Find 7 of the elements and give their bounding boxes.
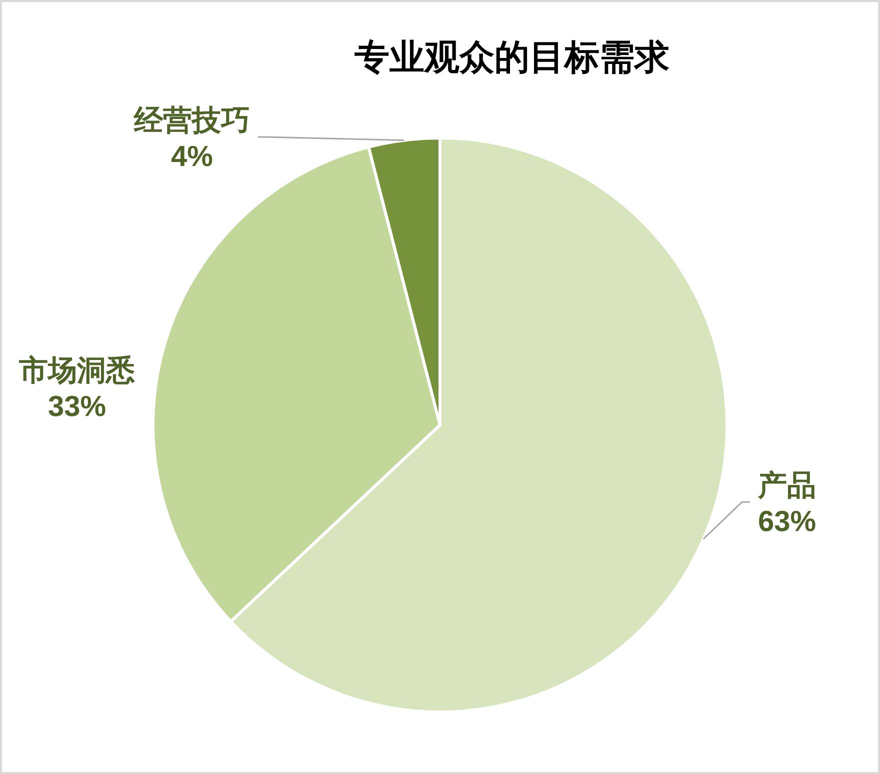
slice-label: 经营技巧 [133,105,250,137]
data-label: 33% [48,391,106,423]
data-label: 4% [171,141,214,173]
data-label: 63% [758,506,816,538]
chart-title: 专业观众的目标需求 [354,37,670,79]
slice-label: 产品 [757,469,816,502]
slice-label: 市场洞悉 [18,354,135,387]
